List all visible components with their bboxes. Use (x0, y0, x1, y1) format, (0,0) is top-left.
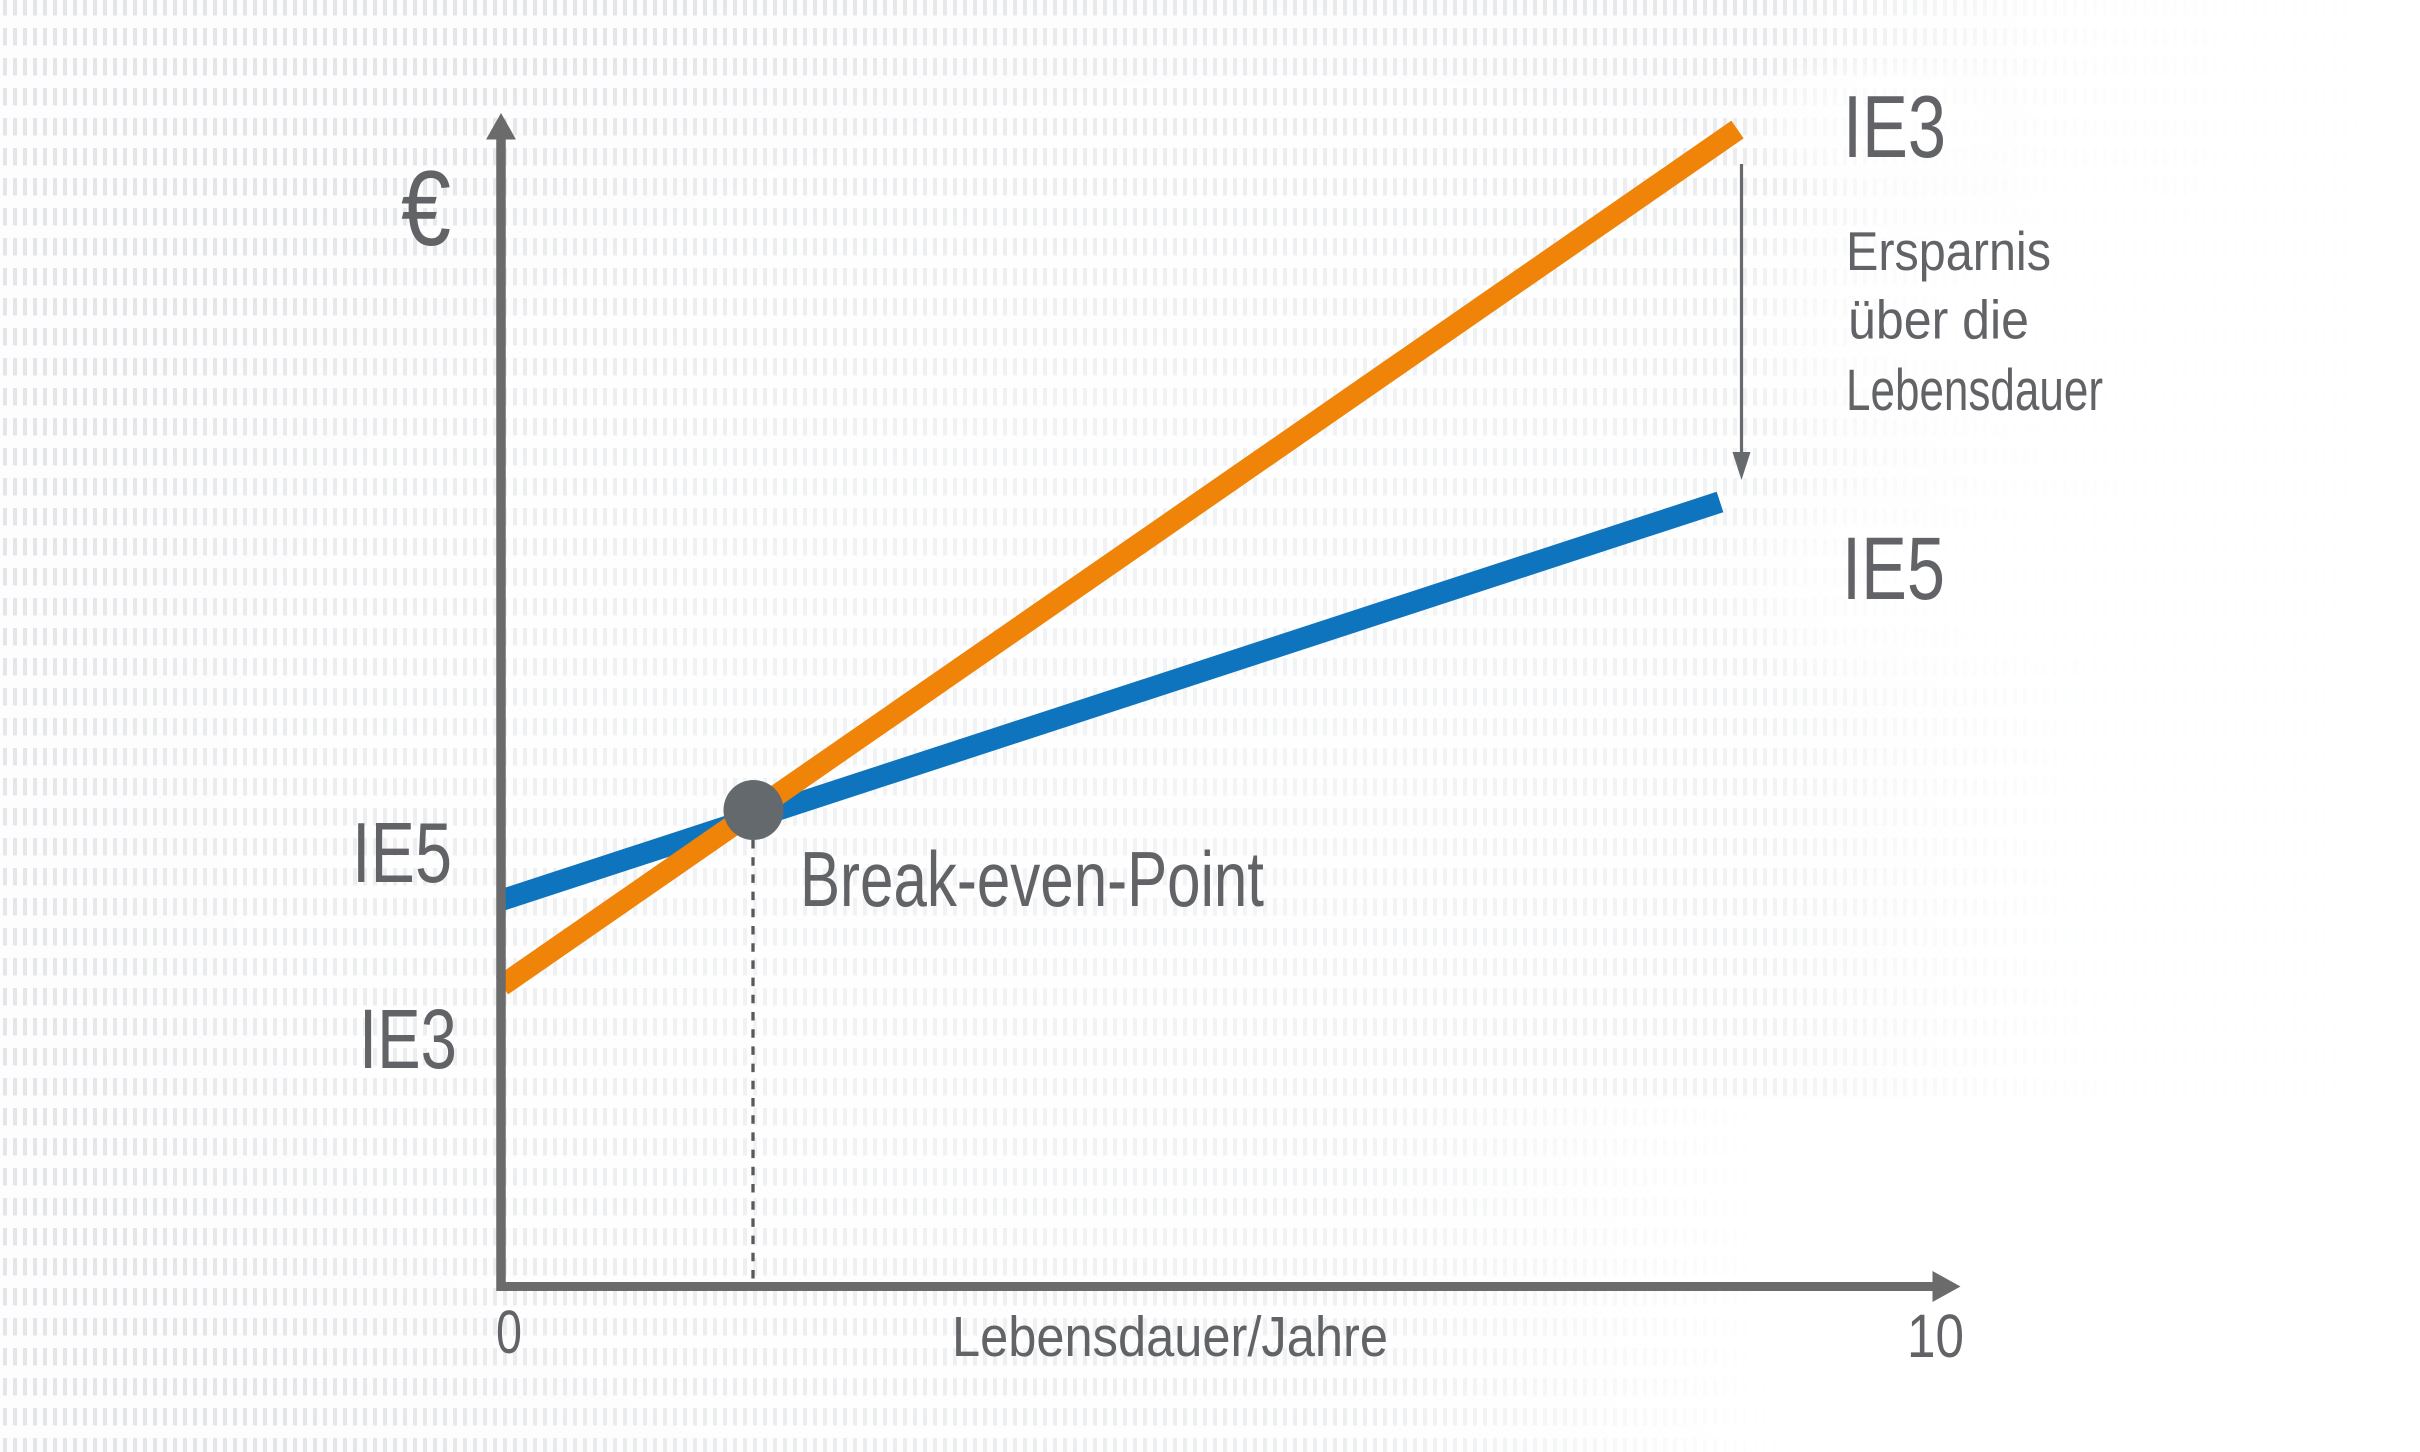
svg-text:IE3: IE3 (1843, 77, 1946, 176)
svg-text:über die: über die (1848, 290, 2029, 351)
svg-text:Lebensdauer: Lebensdauer (1846, 358, 2103, 423)
svg-text:10: 10 (1907, 1302, 1964, 1370)
svg-text:IE5: IE5 (352, 806, 452, 901)
svg-text:Ersparnis: Ersparnis (1846, 221, 2051, 282)
svg-text:Lebensdauer/Jahre: Lebensdauer/Jahre (952, 1305, 1388, 1369)
svg-text:0: 0 (496, 1298, 522, 1366)
svg-text:IE5: IE5 (1842, 518, 1945, 618)
svg-text:€: € (401, 148, 451, 268)
svg-text:Break-even-Point: Break-even-Point (800, 835, 1264, 923)
svg-text:IE3: IE3 (359, 992, 457, 1086)
